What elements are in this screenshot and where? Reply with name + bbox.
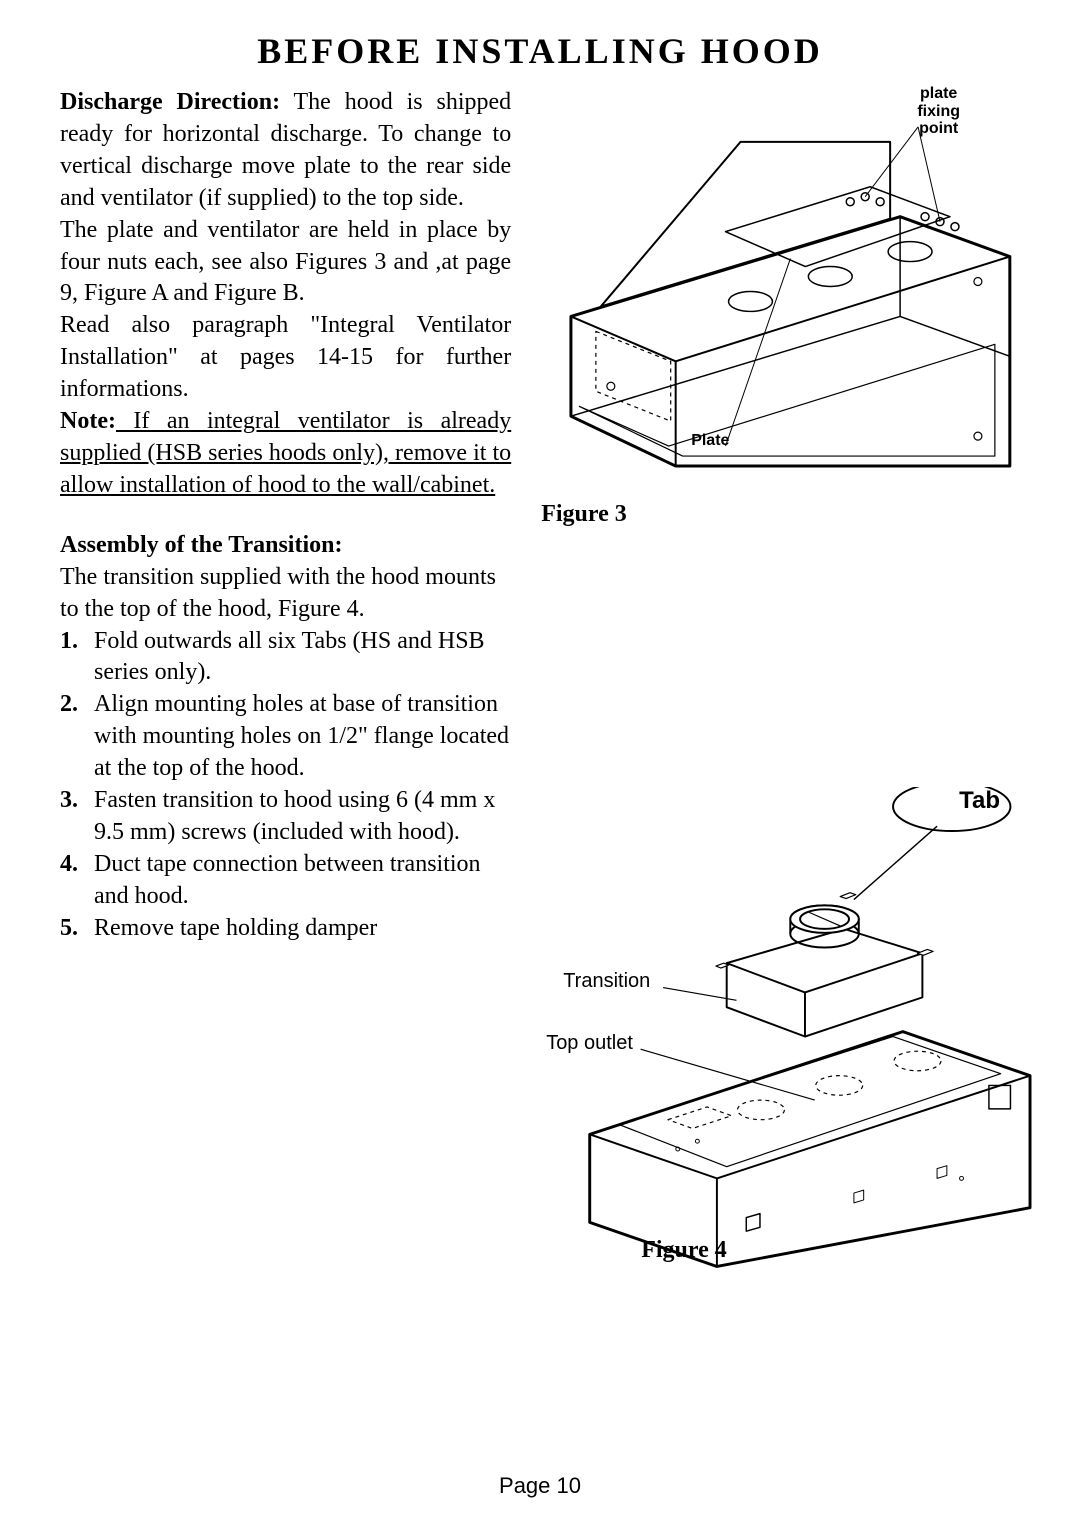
step-item: Fasten transition to hood using 6 (4 mm …	[60, 785, 511, 849]
step-item: Fold outwards all six Tabs (HS and HSB s…	[60, 626, 511, 690]
figure-column: plate fixing point	[541, 87, 1020, 945]
figure4-caption: Figure 4	[641, 1237, 727, 1264]
pf-line3: point	[919, 120, 958, 137]
assembly-heading: Assembly of the Transition:	[60, 530, 511, 562]
discharge-direction-heading: Discharge Direction:	[60, 89, 280, 115]
page-container: BEFORE INSTALLING HOOD Discharge Directi…	[0, 0, 1080, 1529]
page-title: BEFORE INSTALLING HOOD	[60, 30, 1020, 72]
read-also-paragraph: Read also paragraph "Integral Ventilator…	[60, 310, 511, 406]
text-column: Discharge Direction: The hood is shipped…	[60, 87, 511, 945]
figure3-drawing	[541, 87, 1020, 486]
assembly-intro: The transition supplied with the hood mo…	[60, 562, 511, 626]
note-body: If an integral ventilator is already sup…	[60, 408, 511, 498]
assembly-steps-list: Fold outwards all six Tabs (HS and HSB s…	[60, 626, 511, 945]
pf-line1: plate	[920, 85, 957, 102]
plate-ventilator-paragraph: The plate and ventilator are held in pla…	[60, 215, 511, 311]
assembly-section: Assembly of the Transition: The transiti…	[60, 530, 511, 945]
figure4-tab-label: Tab	[959, 787, 1000, 815]
figure3-plate-label: Plate	[691, 432, 729, 450]
column-layout: Discharge Direction: The hood is shipped…	[60, 87, 1020, 945]
figure3-caption: Figure 3	[541, 501, 1020, 528]
figure4-transition-label: Transition	[563, 970, 650, 993]
figure4-container: Tab Transition Top outlet	[531, 787, 1040, 1281]
figure3-plate-fixing-point-label: plate fixing point	[917, 85, 960, 138]
page-number: Page 10	[0, 1473, 1080, 1499]
step-item: Duct tape connection between transition …	[60, 849, 511, 913]
step-item: Align mounting holes at base of transiti…	[60, 689, 511, 785]
pf-line2: fixing	[917, 103, 960, 120]
figure4-topoutlet-label: Top outlet	[546, 1032, 633, 1055]
note-label: Note:	[60, 408, 116, 434]
figure3-container: plate fixing point	[541, 87, 1020, 528]
step-item: Remove tape holding damper	[60, 913, 511, 945]
discharge-direction-paragraph: Discharge Direction: The hood is shipped…	[60, 87, 511, 215]
note-paragraph: Note: If an integral ventilator is alrea…	[60, 406, 511, 502]
